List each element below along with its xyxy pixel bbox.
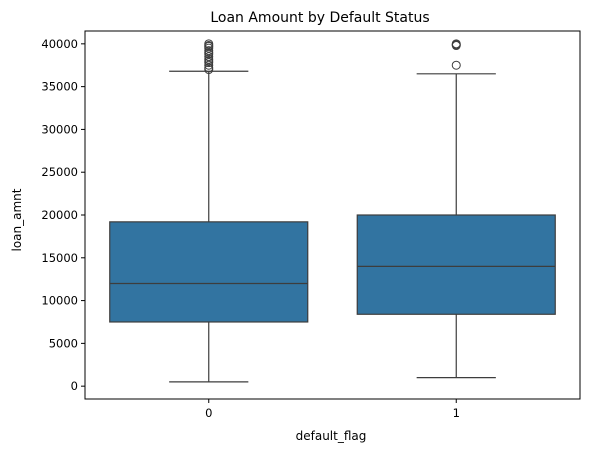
y-axis-label: loan_amnt <box>10 188 24 251</box>
y-tick-label: 35000 <box>41 80 78 94</box>
y-tick-label: 25000 <box>41 165 78 179</box>
outlier-point-cat-0 <box>204 52 214 62</box>
outlier-point-cat-0 <box>204 60 214 70</box>
y-tick-label: 30000 <box>41 122 78 136</box>
iqr-box-cat-1 <box>356 214 556 315</box>
plot-frame <box>84 30 581 400</box>
x-tick-label-cat-0: 0 <box>205 406 212 420</box>
y-tick-label: 10000 <box>41 294 78 308</box>
plot-area: 0 1 0 5000 10000 15000 20000 25000 30000 35000 400… <box>41 30 581 420</box>
outlier-point-cat-1 <box>451 39 461 49</box>
outlier-point-cat-0 <box>204 54 214 64</box>
y-tick-label: 20000 <box>41 208 78 222</box>
y-tick-label: 5000 <box>49 336 78 350</box>
outlier-point-cat-0 <box>204 63 214 73</box>
y-tick-label: 0 <box>71 379 78 393</box>
outlier-point-cat-0 <box>204 46 214 56</box>
outlier-point-cat-1 <box>451 60 461 70</box>
x-tick-label-cat-1: 1 <box>453 406 460 420</box>
outlier-point-cat-0 <box>204 39 214 49</box>
y-tick-label: 40000 <box>41 37 78 51</box>
y-tick-label: 15000 <box>41 251 78 265</box>
chart-title: Loan Amount by Default Status <box>210 10 429 26</box>
iqr-box-cat-0 <box>109 221 309 323</box>
x-axis-label: default_flag <box>296 429 367 443</box>
